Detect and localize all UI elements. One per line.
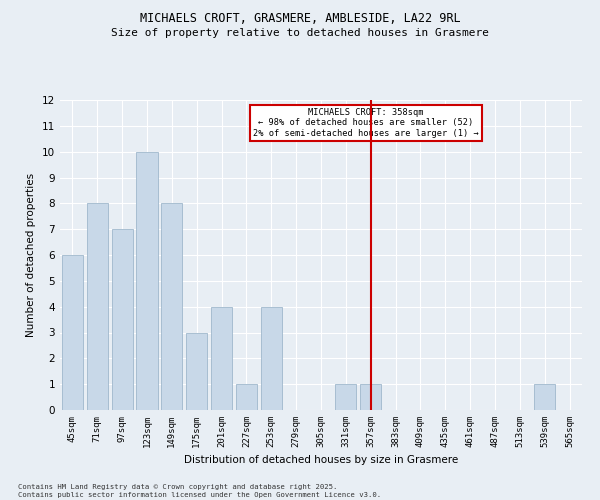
X-axis label: Distribution of detached houses by size in Grasmere: Distribution of detached houses by size … [184,456,458,466]
Y-axis label: Number of detached properties: Number of detached properties [26,173,37,337]
Text: Size of property relative to detached houses in Grasmere: Size of property relative to detached ho… [111,28,489,38]
Bar [62,255,83,410]
Text: Contains HM Land Registry data © Crown copyright and database right 2025.
Contai: Contains HM Land Registry data © Crown c… [18,484,381,498]
Text: MICHAELS CROFT, GRASMERE, AMBLESIDE, LA22 9RL: MICHAELS CROFT, GRASMERE, AMBLESIDE, LA2… [140,12,460,26]
Bar [261,306,282,410]
Bar [360,384,381,410]
Text: MICHAELS CROFT: 358sqm
← 98% of detached houses are smaller (52)
2% of semi-deta: MICHAELS CROFT: 358sqm ← 98% of detached… [253,108,479,138]
Bar [136,152,158,410]
Bar [534,384,555,410]
Bar [161,204,182,410]
Bar [236,384,257,410]
Bar [186,332,207,410]
Bar [87,204,108,410]
Bar [211,306,232,410]
Bar [112,229,133,410]
Bar [335,384,356,410]
